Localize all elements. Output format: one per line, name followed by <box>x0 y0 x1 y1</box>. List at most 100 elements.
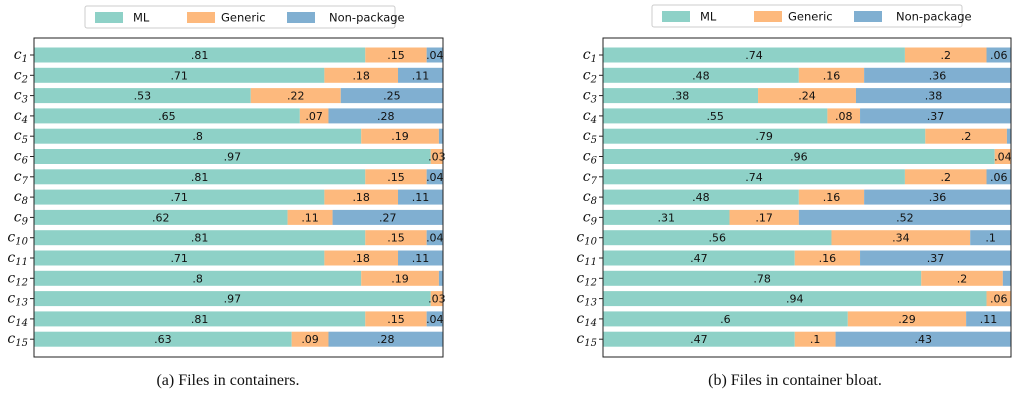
data-label-generic-c2: .16 <box>823 69 841 82</box>
chart-panel-b: .74 .2 .06 c1 .48 .16 .36 c2 .38 .24 .38 c3 .55 .08 .3… <box>576 4 1012 358</box>
bar-generic-c5 <box>361 128 439 144</box>
bar-non-package-c14 <box>966 311 1011 327</box>
data-label-non-package-c15: .43 <box>915 333 933 346</box>
bar-non-package-c7 <box>426 169 443 185</box>
data-label-ml-c7: .81 <box>191 171 209 184</box>
bar-generic-c12 <box>921 270 1003 286</box>
y-tick-label-c8: c8 <box>14 189 28 207</box>
y-tick-label-c12: c12 <box>7 270 28 288</box>
bar-ml-c7 <box>34 169 366 185</box>
y-tick-label-c5: c5 <box>14 128 28 146</box>
bar-non-package-c7 <box>986 169 1011 185</box>
bar-ml-c4 <box>34 108 300 124</box>
bar-ml-c14 <box>603 311 848 327</box>
bar-generic-c14 <box>847 311 967 327</box>
y-tick-label-c6: c6 <box>14 149 29 167</box>
data-label-ml-c7: .74 <box>745 171 763 184</box>
bar-generic-c5 <box>925 128 1007 144</box>
data-label-ml-c4: .55 <box>706 110 724 123</box>
data-label-ml-c13: .97 <box>224 293 242 306</box>
data-label-generic-c7: .15 <box>387 171 405 184</box>
data-label-generic-c7: .2 <box>940 171 951 184</box>
bar-generic-c2 <box>798 67 865 83</box>
bar-non-package-c10 <box>970 230 1011 246</box>
data-label-generic-c11: .18 <box>352 252 370 265</box>
data-label-ml-c6: .96 <box>790 151 808 164</box>
data-label-ml-c5: .8 <box>192 130 203 143</box>
bar-generic-c15 <box>794 331 836 347</box>
bar-ml-c10 <box>34 230 366 246</box>
legend-swatch-non-package <box>287 12 315 23</box>
bar-generic-c12 <box>361 270 439 286</box>
data-label-non-package-c14: .04 <box>426 313 444 326</box>
bar-ml-c7 <box>603 169 905 185</box>
y-tick-label-c10: c10 <box>576 230 597 248</box>
bar-ml-c9 <box>34 209 288 225</box>
data-label-non-package-c2: .36 <box>929 69 947 82</box>
bar-non-package-c9 <box>798 209 1011 225</box>
data-label-non-package-c2: .11 <box>412 69 430 82</box>
data-label-non-package-c4: .28 <box>377 110 395 123</box>
data-label-generic-c12: .2 <box>957 272 968 285</box>
data-label-generic-c8: .18 <box>352 191 370 204</box>
data-label-ml-c14: .81 <box>191 313 209 326</box>
bar-generic-c9 <box>287 209 333 225</box>
bar-ml-c1 <box>34 47 366 63</box>
data-label-non-package-c9: .52 <box>896 211 914 224</box>
legend: ML Generic Non-package <box>84 5 405 29</box>
bar-ml-c1 <box>603 47 905 63</box>
legend: ML Generic Non-package <box>651 4 972 28</box>
data-label-non-package-c7: .06 <box>990 171 1008 184</box>
data-label-non-package-c11: .11 <box>412 252 430 265</box>
data-label-ml-c9: .31 <box>657 211 675 224</box>
bar-non-package-c12 <box>438 270 443 286</box>
data-label-generic-c13: .06 <box>990 293 1008 306</box>
data-label-generic-c9: .11 <box>301 211 319 224</box>
data-label-ml-c2: .48 <box>692 69 710 82</box>
bar-non-package-c1 <box>986 47 1011 63</box>
y-tick-label-c14: c14 <box>576 311 597 329</box>
y-tick-label-c7: c7 <box>14 169 29 187</box>
y-tick-label-c2: c2 <box>583 67 597 85</box>
data-label-non-package-c1: .04 <box>426 49 444 62</box>
data-label-ml-c15: .47 <box>690 333 708 346</box>
bar-non-package-c2 <box>864 67 1011 83</box>
y-tick-label-c14: c14 <box>7 311 28 329</box>
legend-swatch-generic <box>187 12 215 23</box>
data-label-ml-c2: .71 <box>170 69 188 82</box>
y-tick-label-c11: c11 <box>576 250 597 268</box>
bar-generic-c6 <box>994 149 1011 164</box>
bar-generic-c10 <box>365 230 427 246</box>
data-label-non-package-c8: .36 <box>929 191 947 204</box>
legend-swatch-non-package <box>854 11 882 22</box>
y-tick-label-c3: c3 <box>583 88 597 106</box>
bar-generic-c4 <box>299 108 329 124</box>
data-label-generic-c10: .34 <box>892 232 910 245</box>
bar-generic-c13 <box>986 291 1011 307</box>
bar-non-package-c5 <box>438 128 443 144</box>
legend-label-non-package: Non-package <box>329 11 405 25</box>
bar-generic-c7 <box>365 169 427 185</box>
bar-non-package-c8 <box>864 189 1011 205</box>
y-tick-label-c11: c11 <box>7 250 28 268</box>
bar-non-package-c15 <box>328 331 443 347</box>
data-label-ml-c1: .81 <box>191 49 209 62</box>
bar-generic-c6 <box>430 149 443 164</box>
data-label-ml-c4: .65 <box>158 110 176 123</box>
bar-generic-c15 <box>291 331 329 347</box>
legend-label-generic: Generic <box>221 11 266 25</box>
bar-ml-c15 <box>34 331 292 347</box>
data-label-non-package-c10: .04 <box>426 232 444 245</box>
data-label-ml-c8: .71 <box>170 191 188 204</box>
bar-non-package-c8 <box>398 189 443 205</box>
data-label-generic-c5: .2 <box>961 130 972 143</box>
caption-a: (a) Files in containers. <box>156 372 300 389</box>
y-tick-label-c13: c13 <box>7 291 28 309</box>
data-label-non-package-c14: .11 <box>980 313 998 326</box>
bar-ml-c8 <box>34 189 325 205</box>
data-label-generic-c5: .19 <box>391 130 409 143</box>
data-label-non-package-c7: .04 <box>426 171 444 184</box>
bar-generic-c11 <box>324 250 399 266</box>
legend-label-ml: ML <box>133 11 150 25</box>
